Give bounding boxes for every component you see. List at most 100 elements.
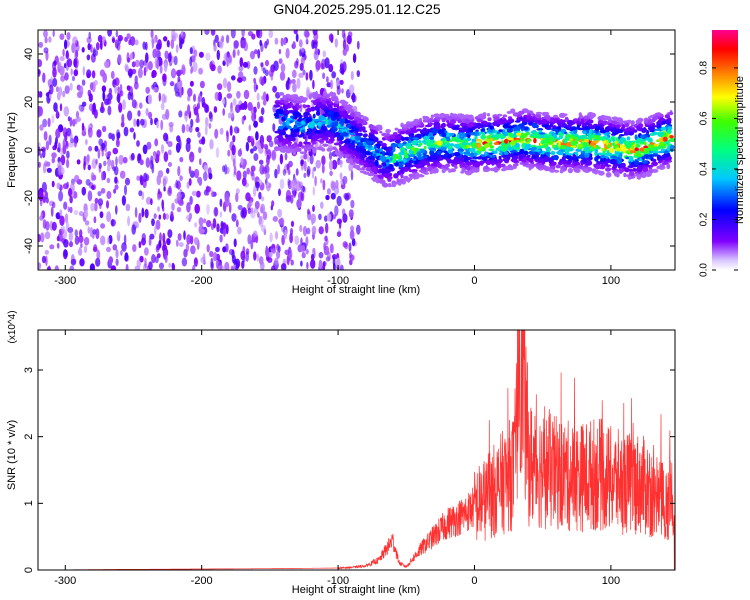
ridge-cell [583, 146, 591, 151]
noise-cell [265, 145, 269, 155]
noise-cell [69, 132, 73, 142]
noise-cell [121, 113, 125, 125]
noise-cell [257, 49, 261, 59]
ridge-cell [292, 150, 297, 156]
noise-cell [176, 206, 182, 213]
ridge-cell [479, 161, 485, 165]
noise-cell [291, 79, 296, 84]
noise-cell [64, 85, 70, 94]
ridge-cell [306, 128, 313, 132]
noise-cell [186, 215, 190, 221]
ridge-cell [540, 153, 544, 158]
ridge-cell [492, 167, 497, 172]
ridge-cell [654, 146, 659, 150]
noise-cell [292, 41, 296, 49]
noise-cell [332, 256, 336, 268]
ridge-cell [377, 140, 383, 144]
noise-cell [170, 39, 175, 49]
ridge-cell [388, 172, 393, 177]
noise-cell [156, 43, 162, 50]
noise-cell [88, 31, 91, 40]
ridge-cell [465, 145, 471, 148]
noise-cell [112, 166, 116, 172]
noise-cell [324, 235, 328, 242]
ridge-cell [399, 131, 406, 135]
noise-cell [303, 30, 310, 38]
noise-cell [61, 229, 68, 239]
noise-cell [106, 177, 111, 184]
ridge-cell [405, 130, 410, 135]
noise-cell [141, 207, 145, 218]
ridge-cell [327, 104, 333, 110]
noise-cell [131, 68, 137, 75]
noise-cell [253, 66, 258, 75]
ridge-cell [512, 124, 517, 128]
noise-cell [342, 241, 348, 248]
noise-cell [38, 146, 41, 157]
noise-cell [163, 132, 168, 142]
ridge-cell [382, 137, 386, 141]
ridge-cell [439, 146, 447, 151]
noise-cell [236, 90, 241, 99]
y-tick-label: 0 [23, 147, 35, 153]
ridge-cell [649, 114, 654, 119]
noise-cell [107, 105, 112, 116]
ridge-cell [383, 182, 389, 188]
ridge-cell [385, 159, 390, 163]
noise-cell [294, 60, 299, 69]
ridge-cell [276, 146, 282, 151]
ridge-cell [481, 157, 488, 161]
ridge-cell [301, 145, 305, 149]
noise-cell [131, 224, 136, 235]
ridge-cell [325, 100, 330, 104]
noise-cell [119, 83, 123, 93]
noise-cell [102, 90, 105, 102]
noise-cell [205, 185, 210, 196]
ridge-cell [488, 148, 495, 152]
noise-cell [249, 200, 253, 207]
noise-cell [167, 162, 173, 167]
noise-cell [176, 192, 182, 201]
ridge-cell [498, 145, 503, 151]
noise-cell [261, 196, 265, 202]
ridge-cell [340, 112, 347, 118]
noise-cell [190, 68, 193, 74]
noise-cell [156, 59, 160, 70]
noise-cell [342, 48, 347, 56]
noise-cell [262, 211, 268, 220]
ridge-cell [669, 144, 675, 150]
ridge-cell [307, 146, 315, 150]
ridge-cell [433, 152, 437, 157]
ridge-cell [533, 138, 537, 144]
ridge-cell [349, 132, 356, 136]
noise-cell [74, 174, 80, 183]
ridge-cell [526, 139, 532, 142]
noise-cell [173, 55, 178, 66]
noise-cell [78, 104, 82, 111]
noise-cell [112, 38, 115, 43]
colorbar-tick-label: 0.0 [699, 263, 710, 277]
ridge-cell [566, 142, 573, 147]
ridge-cell [312, 113, 316, 119]
noise-cell [110, 70, 115, 80]
ridge-cell [284, 109, 289, 114]
ridge-cell [397, 143, 404, 148]
noise-cell [69, 241, 73, 248]
noise-cell [312, 30, 318, 36]
ridge-cell [390, 142, 397, 148]
ridge-cell [426, 141, 433, 147]
noise-cell [161, 93, 166, 104]
noise-cell [196, 190, 201, 198]
noise-cell [312, 79, 315, 90]
noise-cell [214, 128, 219, 139]
noise-cell [152, 48, 157, 59]
noise-cell [120, 249, 123, 256]
noise-cell [126, 85, 131, 91]
ridge-cell [662, 136, 668, 142]
ridge-cell [282, 121, 287, 127]
noise-cell [322, 50, 327, 58]
noise-cell [336, 257, 341, 268]
colorbar-label: Normalized spectral amplitude [734, 76, 746, 224]
noise-cell [55, 212, 61, 220]
noise-cell [211, 190, 214, 198]
